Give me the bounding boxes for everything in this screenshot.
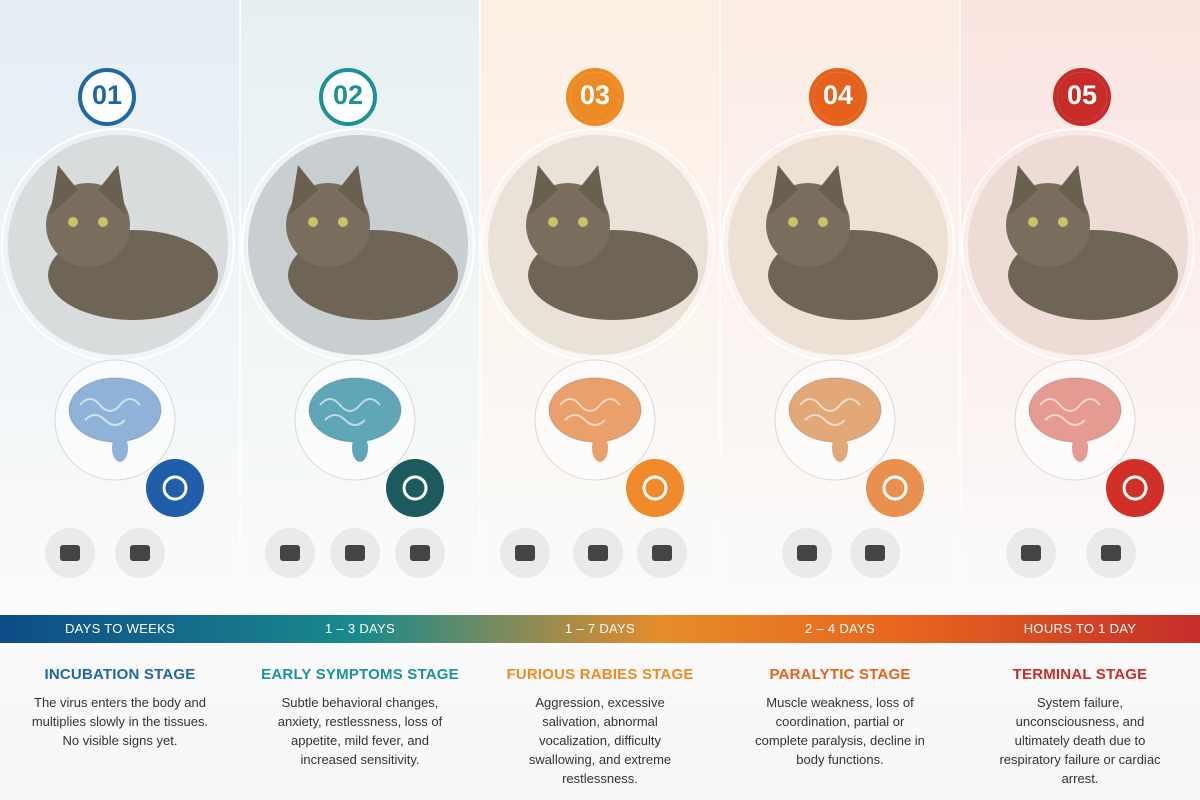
symptom-icon bbox=[797, 545, 817, 561]
stage-description: System failure, unconsciousness, and ult… bbox=[999, 695, 1161, 786]
number-circle bbox=[319, 68, 377, 126]
cat-eye bbox=[98, 217, 108, 227]
brain-folds bbox=[79, 398, 141, 426]
stage-description: Aggression, excessive salivation, abnorm… bbox=[528, 695, 672, 786]
brain-stem bbox=[832, 434, 848, 462]
symptom-icon bbox=[1101, 545, 1121, 561]
brain-stem bbox=[1072, 434, 1088, 462]
duration: 1 – 3 DAYS bbox=[325, 621, 395, 636]
symptom-icon bbox=[865, 545, 885, 561]
stage-title: INCUBATION STAGE bbox=[44, 666, 196, 683]
stage-title: FURIOUS RABIES STAGE bbox=[506, 666, 694, 683]
number-circle-fill bbox=[1057, 72, 1107, 122]
status-badge bbox=[626, 459, 684, 517]
number-circle bbox=[78, 68, 136, 126]
symptom-icon bbox=[410, 545, 430, 561]
stage-number: 04 bbox=[822, 80, 854, 110]
stage-number: 02 bbox=[332, 80, 364, 110]
symptom-icon bbox=[652, 545, 672, 561]
brain-stem bbox=[592, 434, 608, 462]
badge-icon bbox=[402, 475, 428, 501]
brain-folds bbox=[799, 398, 861, 426]
cat-ears bbox=[530, 165, 606, 215]
cat-head bbox=[766, 183, 850, 267]
brain-stem bbox=[352, 434, 368, 462]
badge-icon bbox=[162, 475, 188, 501]
stage-title: TERMINAL STAGE bbox=[1012, 666, 1148, 683]
stage-description: Muscle weakness, loss of coordination, p… bbox=[755, 695, 925, 767]
status-badge bbox=[386, 459, 444, 517]
duration: 2 – 4 DAYS bbox=[805, 621, 875, 636]
duration: DAYS TO WEEKS bbox=[64, 621, 176, 636]
cat-eye bbox=[1028, 217, 1038, 227]
status-badge bbox=[146, 459, 204, 517]
cat-eye bbox=[68, 217, 78, 227]
stage-number: 01 bbox=[91, 80, 123, 110]
status-badge bbox=[866, 459, 924, 517]
stage-description: Subtle behavioral changes, anxiety, rest… bbox=[277, 695, 443, 767]
symptom-icon bbox=[60, 545, 80, 561]
symptom-icon bbox=[130, 545, 150, 561]
stage-description: The virus enters the body and multiplies… bbox=[31, 695, 209, 748]
badge-icon bbox=[882, 475, 908, 501]
duration: 1 – 7 DAYS bbox=[565, 621, 635, 636]
cat-ears bbox=[770, 165, 846, 215]
cat-head bbox=[526, 183, 610, 267]
duration: HOURS TO 1 DAY bbox=[1023, 621, 1137, 636]
symptom-icon bbox=[280, 545, 300, 561]
cat-eye bbox=[338, 217, 348, 227]
duration-band bbox=[0, 615, 1200, 643]
cat-ears bbox=[1010, 165, 1086, 215]
symptom-icon bbox=[588, 545, 608, 561]
symptom-icon bbox=[345, 545, 365, 561]
stage-title: PARALYTIC STAGE bbox=[769, 666, 911, 683]
stage-title: EARLY SYMPTOMS STAGE bbox=[261, 666, 459, 683]
cat-eye bbox=[308, 217, 318, 227]
stage-number: 05 bbox=[1066, 80, 1098, 110]
number-circle-fill bbox=[570, 72, 620, 122]
number-circle-fill bbox=[813, 72, 863, 122]
badge-icon bbox=[642, 475, 668, 501]
cat-eye bbox=[578, 217, 588, 227]
status-badge bbox=[1106, 459, 1164, 517]
cat-eye bbox=[788, 217, 798, 227]
cat-head bbox=[1006, 183, 1090, 267]
cat-eye bbox=[818, 217, 828, 227]
cat-ears bbox=[290, 165, 366, 215]
symptom-icon bbox=[515, 545, 535, 561]
brain-stem bbox=[112, 434, 128, 462]
brain-folds bbox=[319, 398, 381, 426]
cat-eye bbox=[1058, 217, 1068, 227]
cat-eye bbox=[548, 217, 558, 227]
cat-head bbox=[286, 183, 370, 267]
brain-folds bbox=[1039, 398, 1101, 426]
cat-head bbox=[46, 183, 130, 267]
brain-folds bbox=[559, 398, 621, 426]
stage-number: 03 bbox=[579, 80, 611, 110]
cat-ears bbox=[50, 165, 126, 215]
symptom-icon bbox=[1021, 545, 1041, 561]
badge-icon bbox=[1122, 475, 1148, 501]
